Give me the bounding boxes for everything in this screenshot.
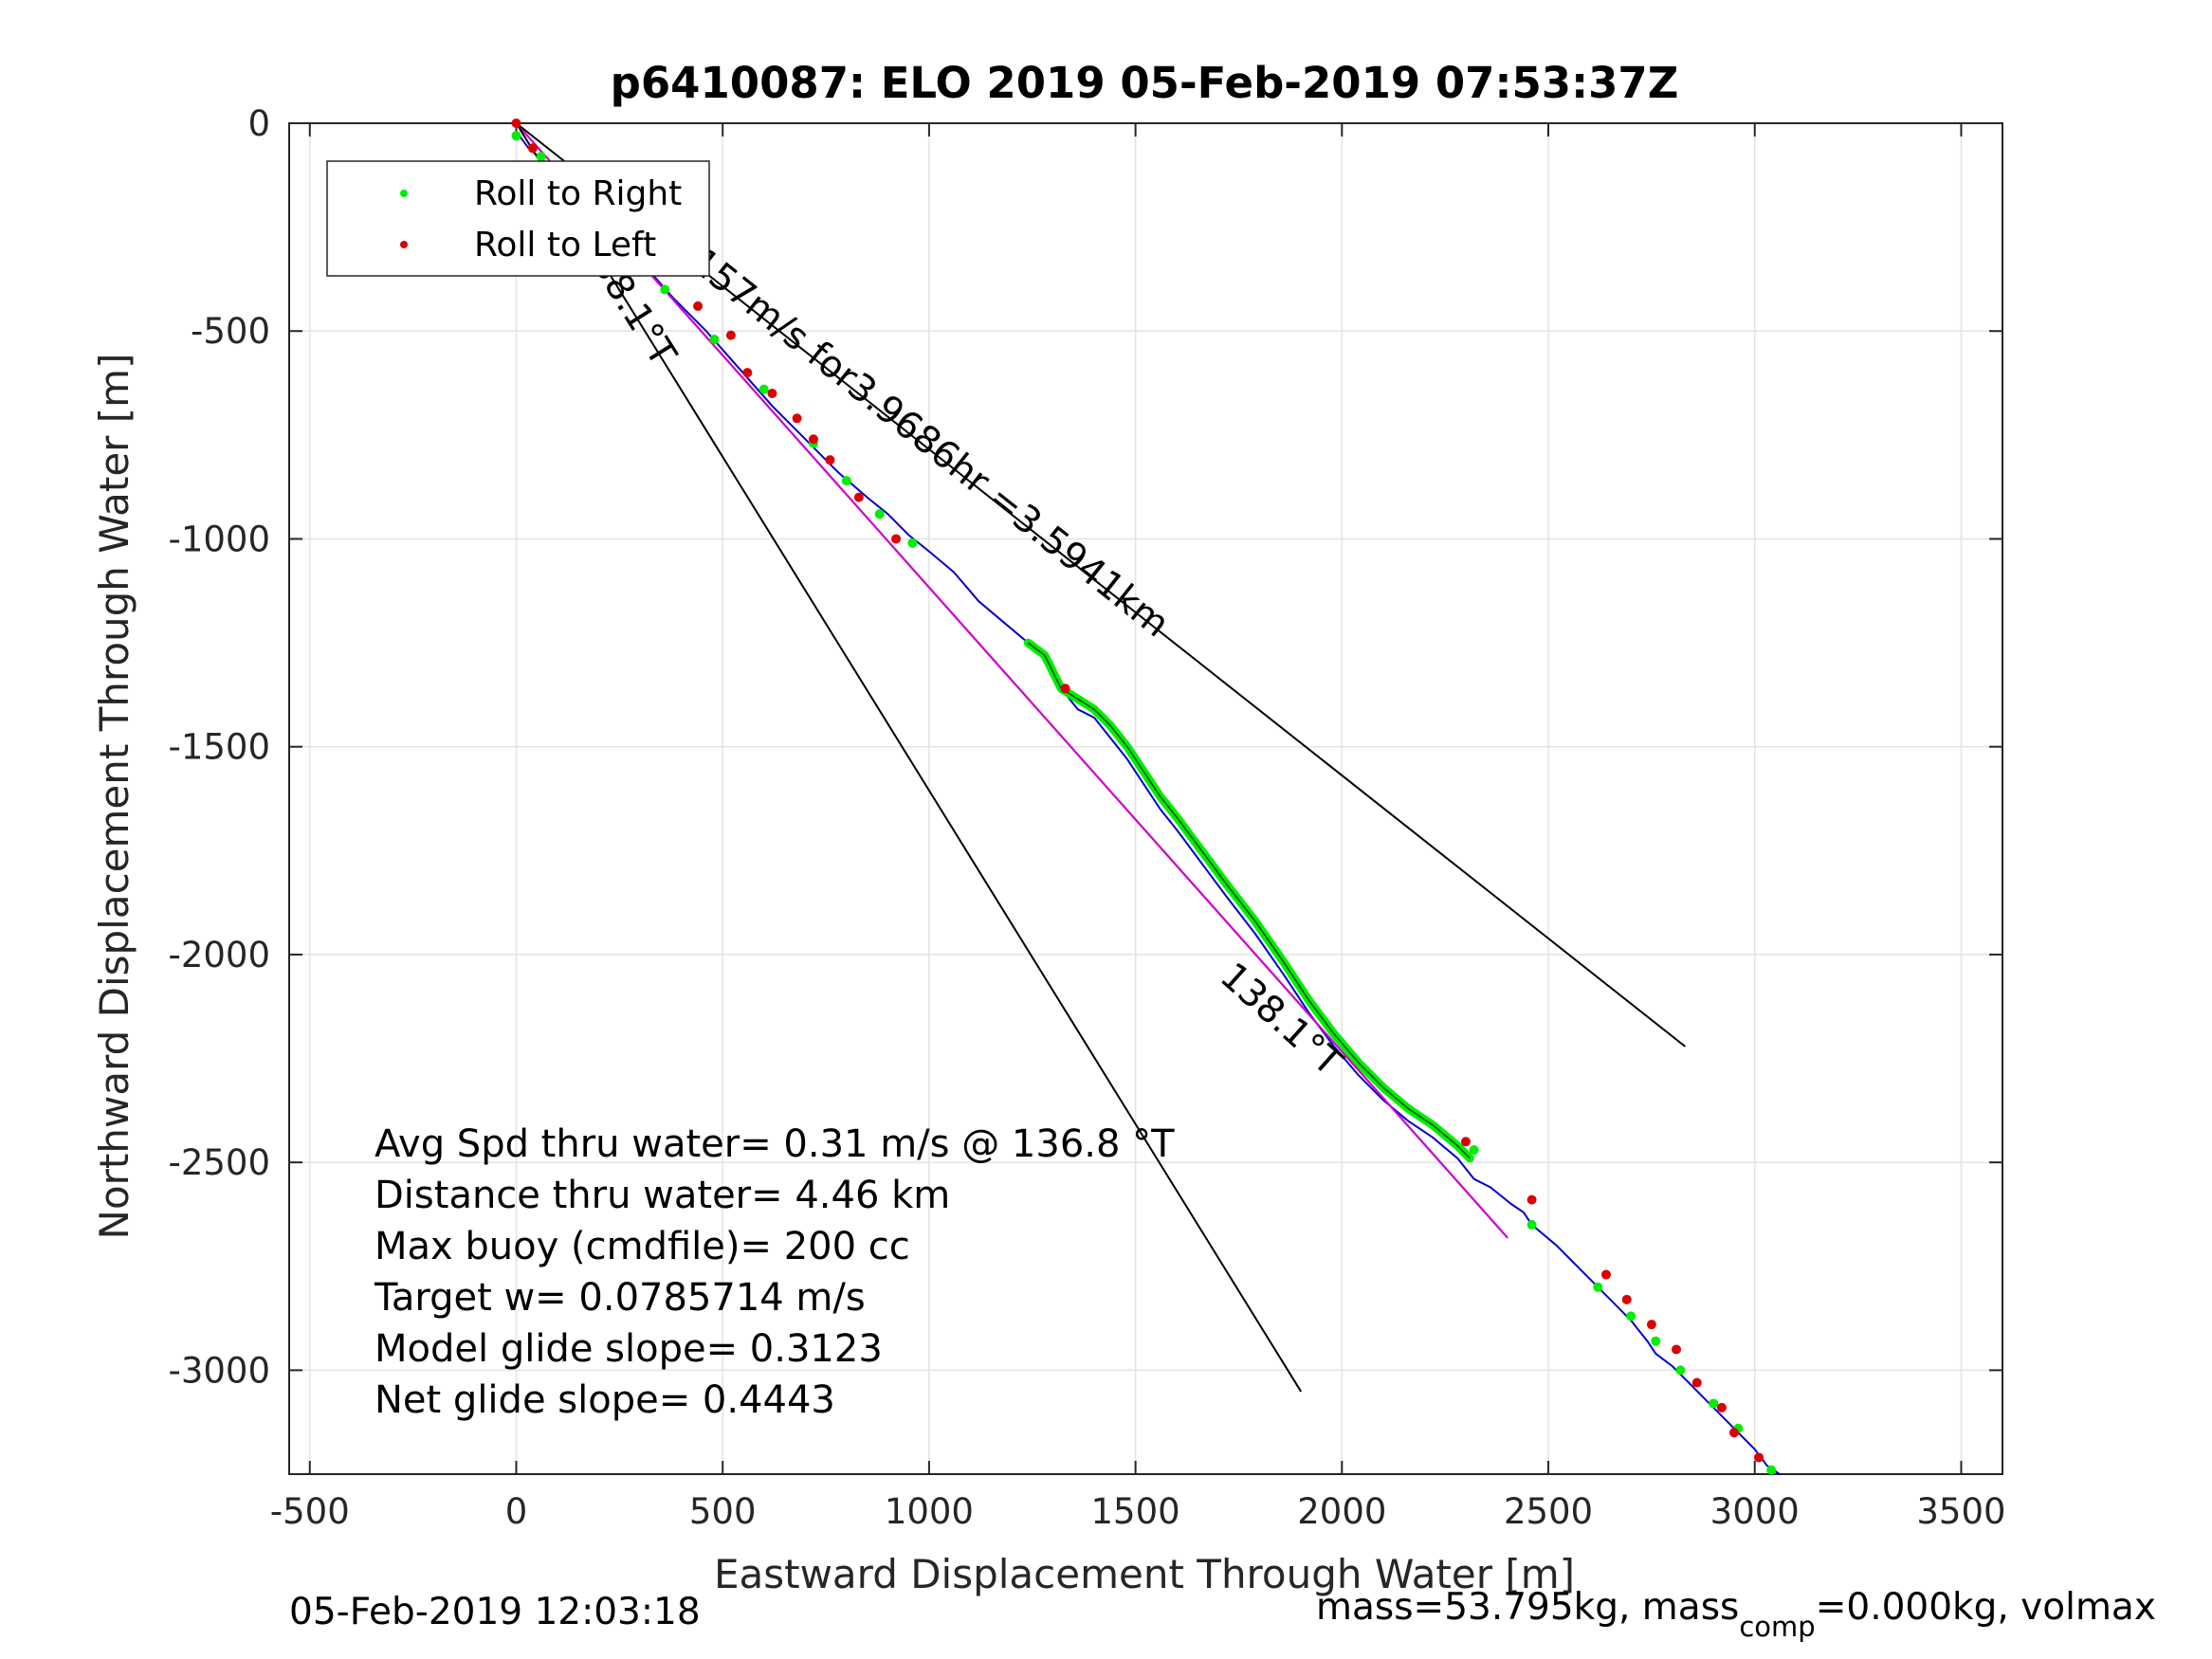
stats-line-max-buoy: Max buoy (cmdfile)= 200 cc: [375, 1225, 910, 1268]
x-tick-label: 0: [505, 1491, 528, 1532]
roll-left-point: [1646, 1320, 1656, 1330]
roll-left-point: [1526, 1194, 1537, 1205]
heading-line: [515, 121, 1508, 1239]
x-tick-label: -500: [270, 1491, 350, 1532]
roll-right-track-core: [1027, 642, 1471, 1159]
roll-right-point: [1526, 1219, 1537, 1230]
y-tick-label: -2000: [168, 935, 270, 975]
x-tick-label: 2500: [1504, 1491, 1593, 1532]
roll-left-point: [511, 118, 521, 128]
roll-left-point: [1672, 1344, 1682, 1355]
y-tick-label: -1000: [168, 519, 270, 559]
roll-right-point: [536, 152, 546, 162]
roll-left-point: [808, 434, 818, 445]
roll-right-point: [1766, 1465, 1777, 1475]
roll-left-point: [825, 455, 835, 465]
roll-left-point: [693, 301, 704, 311]
roll-right-point: [1651, 1336, 1661, 1346]
y-tick-label: -1500: [168, 727, 270, 768]
roll-left-point: [1060, 684, 1070, 694]
roll-right-point: [511, 131, 521, 141]
y-tick-label: -3000: [168, 1350, 270, 1391]
x-tick-label: 3500: [1916, 1491, 2005, 1532]
roll-left-point: [1460, 1137, 1471, 1147]
roll-left-point: [1600, 1269, 1611, 1280]
footer-mass-pre: mass=53.795kg, mass: [1316, 1586, 1739, 1629]
axis-ticks: -500 0 500 1000 1500 2000 2500 3000 3500 0 -500 -10…: [168, 103, 2005, 1532]
roll-right-point: [1626, 1311, 1636, 1322]
roll-left-point: [725, 330, 736, 340]
roll-left-point: [1754, 1452, 1764, 1463]
y-tick-label: -500: [191, 311, 270, 352]
y-axis-label: Northward Displacement Through Water [m]: [91, 354, 137, 1240]
roll-left-point: [1728, 1428, 1739, 1438]
legend-marker-roll-left: [400, 241, 408, 248]
roll-left-point: [1691, 1377, 1702, 1388]
footer-mass-sub: comp: [1739, 1611, 1815, 1643]
y-tick-label: -2500: [168, 1142, 270, 1183]
stats-box: Avg Spd thru water= 0.31 m/s @ 136.8 °T …: [374, 1122, 1175, 1422]
roll-right-point: [1709, 1398, 1719, 1409]
roll-right-point: [874, 509, 885, 520]
legend-marker-roll-right: [400, 190, 408, 197]
roll-left-point: [891, 534, 902, 544]
x-tick-label: 500: [689, 1491, 757, 1532]
roll-right-point: [759, 384, 769, 394]
roll-left-point: [1621, 1294, 1632, 1304]
legend-label-roll-right: Roll to Right: [474, 174, 682, 213]
x-tick-label: 3000: [1710, 1491, 1800, 1532]
legend-box: [326, 160, 710, 277]
stats-line-avg-speed: Avg Spd thru water= 0.31 m/s @ 136.8 °T: [375, 1122, 1175, 1166]
stats-line-net-glide: Net glide slope= 0.4443: [375, 1378, 835, 1422]
stats-line-target-w: Target w= 0.0785714 m/s: [374, 1276, 866, 1320]
stats-line-distance: Distance thru water= 4.46 km: [375, 1174, 950, 1217]
legend: Roll to Right Roll to Left: [326, 160, 710, 277]
roll-right-point: [841, 476, 851, 486]
footer-timestamp: 05-Feb-2019 12:03:18: [289, 1591, 701, 1633]
y-tick-label: 0: [247, 103, 270, 144]
roll-left-point: [792, 413, 802, 424]
chart-title: p6410087: ELO 2019 05-Feb-2019 07:53:37Z: [611, 58, 1679, 108]
x-tick-label: 1500: [1091, 1491, 1180, 1532]
footer-mass-post: =0.000kg, volmax: [1816, 1586, 2156, 1629]
series-lines: [515, 121, 1781, 1475]
axes-frame: [288, 122, 2003, 1475]
legend-label-roll-left: Roll to Left: [474, 226, 656, 264]
roll-right-point: [1469, 1145, 1479, 1155]
roll-left-point: [527, 143, 538, 154]
roll-right-point: [907, 538, 918, 548]
current-envelope-line: [515, 122, 1302, 1393]
roll-right-point: [1675, 1365, 1686, 1376]
footer-mass-info: mass=53.795kg, masscomp=0.000kg, volmax: [1316, 1586, 2156, 1643]
roll-left-point: [767, 389, 777, 398]
stats-line-model-glide: Model glide slope= 0.3123: [375, 1327, 883, 1371]
current-envelope-line: [515, 122, 1686, 1048]
x-tick-label: 2000: [1297, 1491, 1386, 1532]
roll-right-point: [660, 284, 670, 295]
roll-left-point: [742, 368, 753, 378]
x-axis-label: Eastward Displacement Through Water [m]: [714, 1551, 1575, 1597]
x-tick-label: 1000: [885, 1491, 974, 1532]
roll-left-point: [1716, 1402, 1727, 1413]
roll-right-point: [709, 335, 720, 344]
roll-right-point: [1593, 1282, 1603, 1292]
roll-left-point: [853, 492, 864, 502]
